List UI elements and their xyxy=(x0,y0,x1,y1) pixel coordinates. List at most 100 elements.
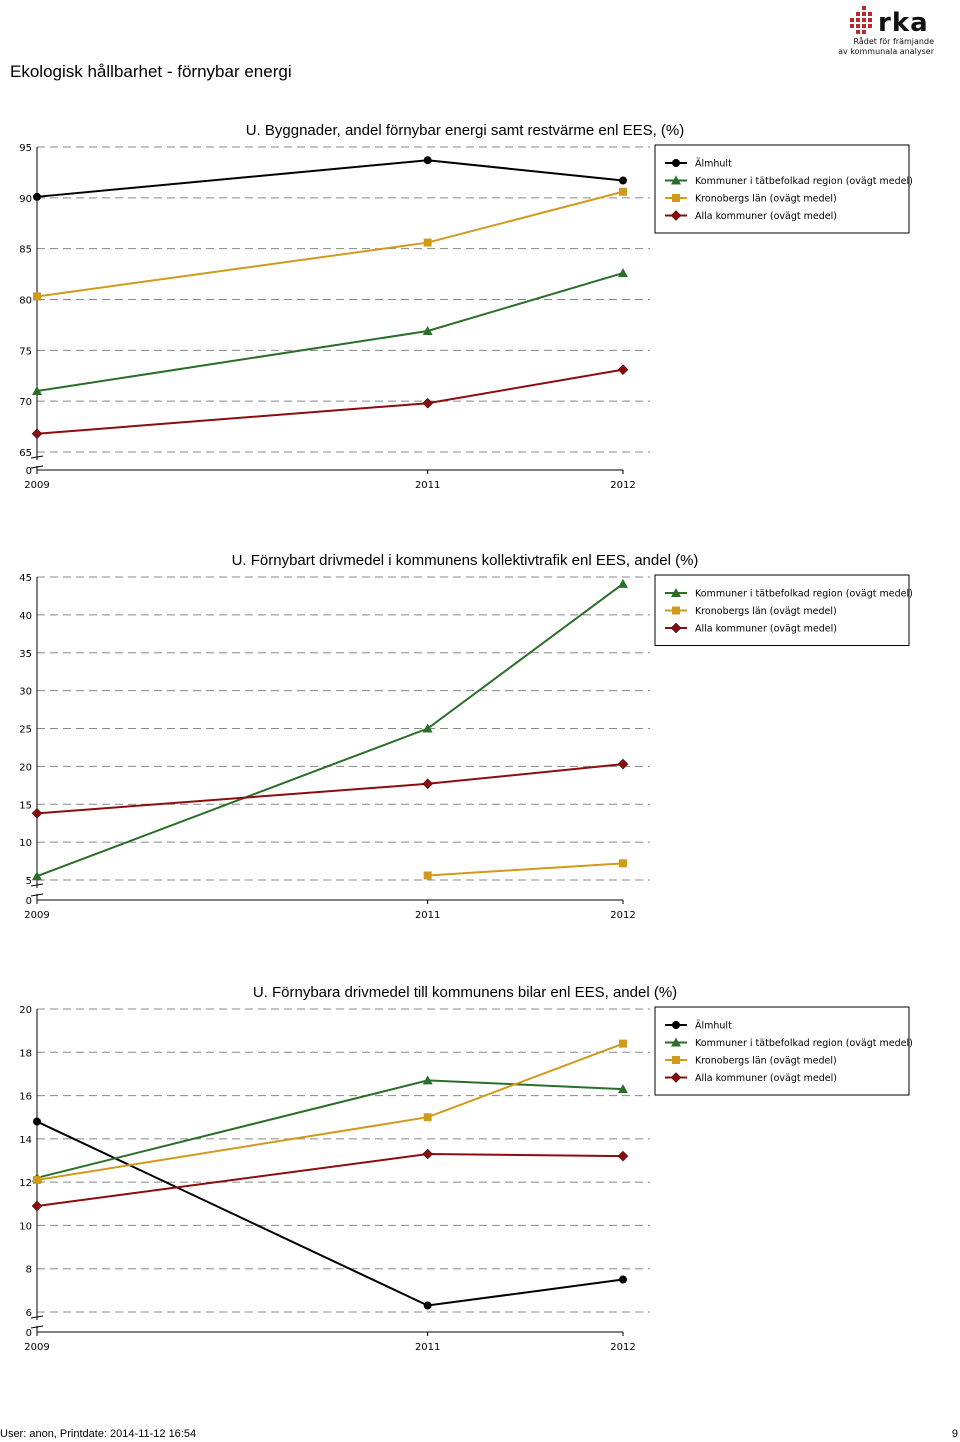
y-tick-label: 90 xyxy=(19,194,32,205)
y-tick-label: 30 xyxy=(19,687,32,698)
page-title: Ekologisk hållbarhet - förnybar energi xyxy=(10,62,292,81)
legend-entry: Kommuner i tätbefolkad region (ovägt med… xyxy=(695,176,913,187)
legend-entry: Alla kommuner (ovägt medel) xyxy=(695,211,837,222)
data-point xyxy=(619,859,627,868)
x-tick-label: 2012 xyxy=(610,1342,635,1353)
print-info: User: anon, Printdate: 2014-11-12 16:54 xyxy=(0,1428,197,1440)
series-circle xyxy=(33,156,627,201)
chart-byggnader: U. Byggnader, andel förnybar energi samt… xyxy=(0,116,960,496)
y-tick-label: 20 xyxy=(19,762,32,773)
data-point xyxy=(33,1117,41,1126)
axis-break-icon xyxy=(30,883,44,897)
data-point xyxy=(619,1039,627,1048)
x-tick-label: 2009 xyxy=(24,910,49,921)
legend-entry: Älmhult xyxy=(695,1021,732,1032)
legend-marker xyxy=(670,1072,682,1083)
logo-word: rka xyxy=(878,8,929,38)
legend-entry: Kronobergs län (ovägt medel) xyxy=(695,606,837,617)
legend-entry: Kommuner i tätbefolkad region (ovägt med… xyxy=(695,589,913,600)
legend-entry: Alla kommuner (ovägt medel) xyxy=(695,1073,837,1084)
data-point xyxy=(31,807,43,819)
legend-marker xyxy=(670,622,682,634)
data-point xyxy=(617,364,629,376)
data-point xyxy=(619,1275,627,1284)
data-point xyxy=(423,1113,432,1122)
data-point xyxy=(32,386,42,395)
y-tick-label-zero: 0 xyxy=(26,466,32,477)
legend-entry: Kronobergs län (ovägt medel) xyxy=(695,194,837,205)
legend-marker xyxy=(672,194,680,202)
y-tick-label: 10 xyxy=(19,838,32,849)
logo-tagline-2: av kommunala analyser xyxy=(838,47,934,56)
series-line xyxy=(36,763,624,815)
data-point xyxy=(33,292,41,301)
chart-svg: U. Byggnader, andel förnybar energi samt… xyxy=(19,122,913,491)
legend-entry: Alla kommuner (ovägt medel) xyxy=(695,624,837,635)
data-point xyxy=(422,723,433,733)
series-circle xyxy=(33,1117,627,1310)
chart-svg: U. Förnybara drivmedel till kommunens bi… xyxy=(19,984,913,1353)
y-tick-label: 12 xyxy=(19,1178,32,1189)
chart-svg: U. Förnybart drivmedel i kommunens kolle… xyxy=(19,552,913,921)
x-tick-label: 2009 xyxy=(24,480,49,491)
rka-logo: rka Rådet för främjande av kommunala ana… xyxy=(838,6,934,56)
series-diamond xyxy=(31,1148,629,1212)
series-line xyxy=(36,190,624,298)
axis-break-icon xyxy=(30,1315,44,1329)
legend-marker xyxy=(672,159,680,167)
data-point xyxy=(422,1148,434,1160)
legend-marker xyxy=(672,606,680,615)
series-line xyxy=(36,368,624,435)
series-triangle xyxy=(32,268,628,395)
chart-kollektivtrafik: U. Förnybart drivmedel i kommunens kolle… xyxy=(0,546,960,926)
data-point xyxy=(617,758,629,770)
series-triangle xyxy=(32,578,628,881)
logo-tagline-1: Rådet för främjande xyxy=(853,37,934,46)
data-point xyxy=(422,1075,433,1085)
y-tick-label: 6 xyxy=(26,1308,32,1319)
data-point xyxy=(422,778,434,790)
legend-box xyxy=(654,144,910,234)
data-point xyxy=(617,1150,629,1162)
y-tick-label: 16 xyxy=(19,1092,32,1103)
data-point xyxy=(618,1084,628,1094)
y-tick-label: 40 xyxy=(19,611,32,622)
series-line xyxy=(427,862,624,877)
y-tick-label: 75 xyxy=(19,346,32,357)
data-point xyxy=(32,871,42,881)
series-diamond xyxy=(31,364,629,440)
y-tick-label: 45 xyxy=(19,573,32,584)
data-point xyxy=(31,428,43,440)
x-tick-label: 2009 xyxy=(24,1342,49,1353)
series-line xyxy=(36,159,624,198)
series-square xyxy=(33,1039,627,1184)
legend-marker xyxy=(671,1037,681,1047)
x-tick-label: 2012 xyxy=(610,480,635,491)
data-point xyxy=(33,1175,41,1184)
legend-entry: Kommuner i tätbefolkad region (ovägt med… xyxy=(695,1038,913,1049)
y-tick-label: 65 xyxy=(19,448,32,459)
y-tick-label: 8 xyxy=(26,1265,32,1276)
chart-title: U. Förnybara drivmedel till kommunens bi… xyxy=(253,984,677,1001)
x-tick-label: 2011 xyxy=(415,480,440,491)
legend-marker xyxy=(672,1056,680,1064)
data-point xyxy=(422,397,434,409)
series-line xyxy=(36,1120,624,1307)
x-tick-label: 2011 xyxy=(415,910,440,921)
legend-marker xyxy=(672,1021,680,1029)
y-tick-label: 80 xyxy=(19,296,32,307)
legend-entry: Kronobergs län (ovägt medel) xyxy=(695,1056,837,1067)
y-tick-label: 70 xyxy=(19,397,32,408)
legend-marker xyxy=(670,210,682,221)
legend-box xyxy=(654,1006,910,1096)
data-point xyxy=(423,871,432,880)
axis-break-icon xyxy=(30,455,44,469)
y-tick-label: 5 xyxy=(26,876,32,887)
series-line xyxy=(36,583,624,878)
x-tick-label: 2012 xyxy=(610,910,635,921)
series-line xyxy=(36,272,624,392)
logo-dots-icon xyxy=(850,6,872,34)
data-point xyxy=(33,192,41,201)
y-tick-label: 20 xyxy=(19,1005,32,1016)
data-point xyxy=(422,326,433,336)
